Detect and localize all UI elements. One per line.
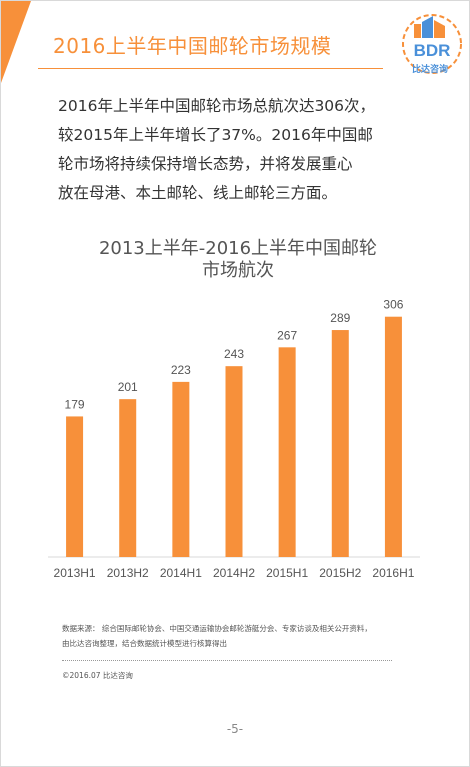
page-title: 2016上半年中国邮轮市场规模 xyxy=(53,34,332,58)
summary-line: 轮市场将持续保持增长态势，并将发展重心 xyxy=(58,155,353,173)
x-tick-label-2016H1: 2016H1 xyxy=(372,566,414,580)
chart-title-line: 市场航次 xyxy=(202,260,274,281)
footer-divider xyxy=(62,660,392,661)
summary-paragraph: 2016年上半年中国邮轮市场总航次达306次， 较2015年上半年增长了37%。… xyxy=(58,92,418,208)
x-tick-label-2015H1: 2015H1 xyxy=(266,566,308,580)
x-tick-label-2014H2: 2014H2 xyxy=(213,566,255,580)
bar-2016H1 xyxy=(384,316,402,557)
summary-line: 较2015年上半年增长了37%。2016年中国邮 xyxy=(58,126,373,144)
data-label-2014H2: 243 xyxy=(224,347,244,361)
source-line: 由比达咨询整理，结合数据统计模型进行核算得出 xyxy=(62,639,227,648)
chart-title-line: 2013上半年-2016上半年中国邮轮 xyxy=(98,238,378,259)
x-tick-label-2015H2: 2015H2 xyxy=(319,566,361,580)
data-source-note: 数据来源： 综合国际邮轮协会、中国交通运输协会邮轮游艇分会、专家访谈及相关公开资… xyxy=(62,621,400,651)
page-number: -5- xyxy=(226,722,244,736)
data-label-2015H2: 289 xyxy=(330,311,350,325)
x-tick-label-2013H1: 2013H1 xyxy=(54,566,96,580)
x-tick-label-2013H2: 2013H2 xyxy=(107,566,149,580)
bar-2015H1 xyxy=(278,347,296,557)
summary-line: 放在母港、本土邮轮、线上邮轮三方面。 xyxy=(58,184,338,202)
x-tick-label-2014H1: 2014H1 xyxy=(160,566,202,580)
source-line: 数据来源： 综合国际邮轮协会、中国交通运输协会邮轮游艇分会、专家访谈及相关公开资… xyxy=(62,624,372,633)
bdr-logo: BDR xyxy=(402,14,462,74)
bar-2014H1 xyxy=(172,381,190,557)
logo-caption: 比达咨询 xyxy=(412,65,449,75)
data-label-2013H1: 179 xyxy=(65,397,85,411)
corner-decoration xyxy=(1,1,31,83)
data-label-2016H1: 306 xyxy=(383,298,403,312)
data-label-2013H2: 201 xyxy=(118,380,138,394)
bar-2014H2 xyxy=(225,366,243,557)
chart-title: 2013上半年-2016上半年中国邮轮 市场航次 xyxy=(58,238,418,282)
copyright-text: ©2016.07 比达咨询 xyxy=(62,671,133,680)
data-label-2015H1: 267 xyxy=(277,328,297,342)
summary-line: 2016年上半年中国邮轮市场总航次达306次， xyxy=(58,97,376,115)
bar-2013H2 xyxy=(119,399,137,557)
bar-chart: 179 2013H1 201 2013H2 223 2014H1 243 2014H2 267 2… xyxy=(48,298,420,580)
logo-text: BDR xyxy=(414,41,451,60)
data-label-2014H1: 223 xyxy=(171,363,191,377)
title-underline xyxy=(38,68,383,69)
bar-2015H2 xyxy=(331,330,349,557)
bar-2013H1 xyxy=(66,416,84,557)
